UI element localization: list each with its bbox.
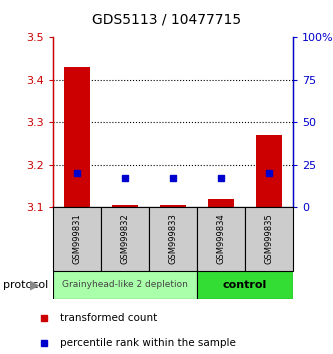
Text: GSM999834: GSM999834 (216, 213, 226, 264)
Bar (245, 207, 293, 271)
Text: control: control (223, 280, 267, 290)
Text: GDS5113 / 10477715: GDS5113 / 10477715 (92, 12, 241, 27)
Text: GSM999833: GSM999833 (168, 213, 178, 264)
Bar (197, 271, 293, 299)
Bar (197, 207, 245, 271)
Text: GSM999835: GSM999835 (264, 213, 274, 264)
Text: GSM999831: GSM999831 (73, 213, 82, 264)
Bar (112, 205, 139, 207)
Bar (101, 207, 149, 271)
Text: Grainyhead-like 2 depletion: Grainyhead-like 2 depletion (62, 280, 188, 290)
Text: protocol: protocol (3, 280, 49, 290)
Bar (149, 207, 197, 271)
Text: transformed count: transformed count (60, 313, 157, 323)
Text: ▶: ▶ (30, 279, 40, 291)
Bar (256, 135, 282, 207)
Bar (208, 199, 234, 207)
Bar (160, 205, 186, 207)
Text: GSM999832: GSM999832 (121, 213, 130, 264)
Bar (53, 207, 101, 271)
Bar (64, 67, 91, 207)
Text: percentile rank within the sample: percentile rank within the sample (60, 338, 235, 348)
Bar (53, 271, 197, 299)
